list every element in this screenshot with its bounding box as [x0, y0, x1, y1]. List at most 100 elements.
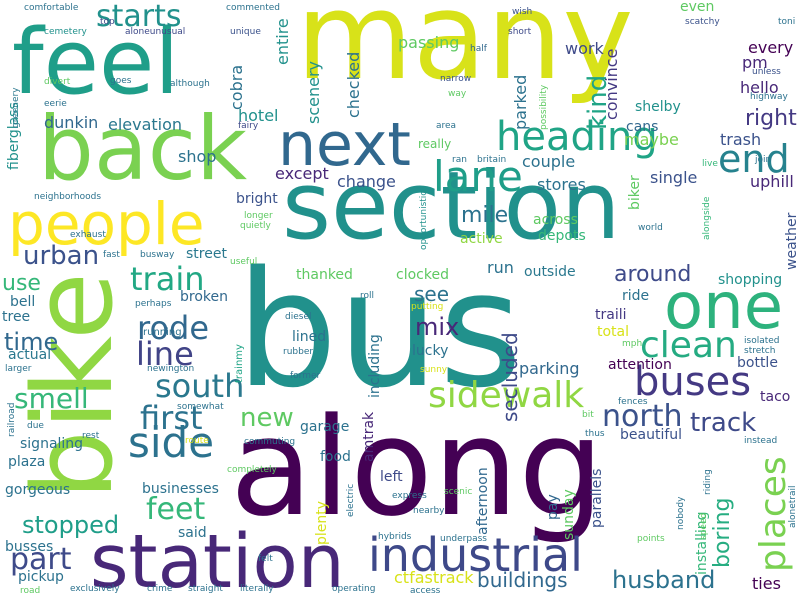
word-newington: newington: [147, 364, 195, 374]
word-work: work: [565, 39, 604, 58]
word-feet: feet: [146, 492, 206, 527]
word-sunday: sunday: [561, 489, 577, 540]
word-unless: unless: [752, 67, 781, 77]
word-unique: unique: [230, 27, 261, 37]
word-straight: straight: [188, 584, 223, 594]
word-track: track: [690, 408, 757, 438]
word-nearby: nearby: [413, 506, 445, 516]
word-felt: felt: [258, 554, 273, 564]
word-highway: highway: [750, 92, 788, 102]
word-fast: fast: [103, 250, 120, 260]
word-ran: ran: [452, 155, 467, 165]
word-bit: bit: [582, 410, 594, 420]
word-top: top: [100, 17, 115, 27]
word-train: train: [130, 260, 205, 298]
word-entire: entire: [273, 18, 292, 65]
word-hotel: hotel: [238, 106, 279, 125]
word-afternoon: afternoon: [475, 467, 491, 535]
word-shop: shop: [178, 147, 217, 166]
word-points: points: [637, 534, 665, 544]
word-fences: fences: [618, 397, 648, 407]
word-neighborhoods: neighborhoods: [34, 192, 102, 202]
word-bell: bell: [10, 294, 36, 310]
word-beautiful: beautiful: [620, 427, 683, 443]
word-garage: garage: [300, 419, 350, 435]
word-isolated: isolated: [744, 336, 780, 346]
word-gorgeous: gorgeous: [5, 482, 71, 498]
word-perhaps: perhaps: [135, 299, 172, 309]
word-stores: stores: [537, 175, 586, 194]
word-electric: electric: [346, 483, 356, 517]
word-ctfastrack: ctfastrack: [394, 568, 474, 587]
word-street: street: [186, 246, 227, 262]
word-back: back: [38, 97, 248, 200]
word-new: new: [240, 403, 294, 433]
word-cans: cans: [626, 119, 659, 135]
word-shelby: shelby: [635, 99, 681, 115]
word-longer: longer: [244, 211, 273, 221]
word-biker: biker: [627, 175, 643, 210]
word-shopping: shopping: [718, 272, 783, 288]
word-ties: ties: [752, 574, 781, 593]
word-instead: instead: [744, 436, 778, 446]
word-end: end: [718, 137, 790, 181]
word-parallels: parallels: [589, 468, 605, 528]
word-larger: larger: [5, 364, 32, 374]
word-outside: outside: [524, 264, 576, 280]
word-toni: toni: [778, 17, 796, 27]
word-parking: parking: [519, 359, 580, 378]
word-starts: starts: [96, 0, 182, 34]
word-rest: rest: [82, 431, 100, 441]
word-possibility: possibility: [539, 84, 549, 130]
word-buses: buses: [634, 359, 752, 405]
word-commuting: commuting: [244, 437, 296, 447]
word-pickup: pickup: [18, 569, 64, 585]
word-right: right: [745, 106, 797, 131]
word-pay: pay: [545, 494, 561, 520]
word-run: run: [487, 258, 514, 277]
word-roll: roll: [360, 291, 375, 301]
word-bottle: bottle: [737, 355, 778, 371]
word-mix: mix: [415, 313, 460, 341]
word-scatchy: scatchy: [685, 17, 720, 27]
word-lucky: lucky: [412, 343, 449, 359]
word-use: use: [2, 271, 41, 296]
word-time: time: [4, 328, 59, 356]
word-station: station: [90, 519, 345, 600]
word-sunny: sunny: [420, 365, 448, 375]
word-underpass: underpass: [440, 534, 487, 544]
word-see: see: [414, 282, 450, 306]
word-trainmy: trainmy: [234, 344, 245, 383]
word-completely: completely: [227, 465, 277, 475]
word-uphill: uphill: [750, 172, 794, 191]
word-industrial: industrial: [368, 528, 583, 582]
word-including: including: [367, 334, 383, 398]
word-side: side: [128, 418, 215, 467]
word-crime: crime: [147, 584, 173, 594]
word-secluded: secluded: [498, 332, 522, 422]
word-goes: goes: [110, 76, 132, 86]
word-people: people: [8, 190, 205, 258]
word-said: said: [178, 525, 207, 541]
word-active: active: [460, 231, 503, 247]
word-putting: putting: [411, 302, 444, 312]
word-although: although: [170, 79, 210, 89]
word-south: south: [155, 367, 245, 405]
word-britain: britain: [477, 155, 507, 165]
word-sidewalk: sidewalk: [428, 375, 585, 416]
word-join: join: [755, 155, 772, 165]
word-ride: ride: [622, 288, 650, 304]
word-maybe: maybe: [624, 130, 679, 149]
word-amtrak: amtrak: [361, 411, 377, 462]
word-greenery: greenery: [11, 87, 21, 128]
word-literally: literally: [240, 584, 274, 594]
word-thanked: thanked: [296, 267, 353, 283]
word-weather: weather: [784, 212, 800, 270]
word-short: short: [508, 27, 532, 37]
word-next: next: [278, 110, 411, 180]
word-elevation: elevation: [108, 115, 183, 134]
word-way: way: [448, 89, 467, 99]
word-thus: thus: [585, 429, 605, 439]
word-many: many: [296, 0, 634, 107]
word-cemetery: cemetery: [44, 27, 87, 37]
